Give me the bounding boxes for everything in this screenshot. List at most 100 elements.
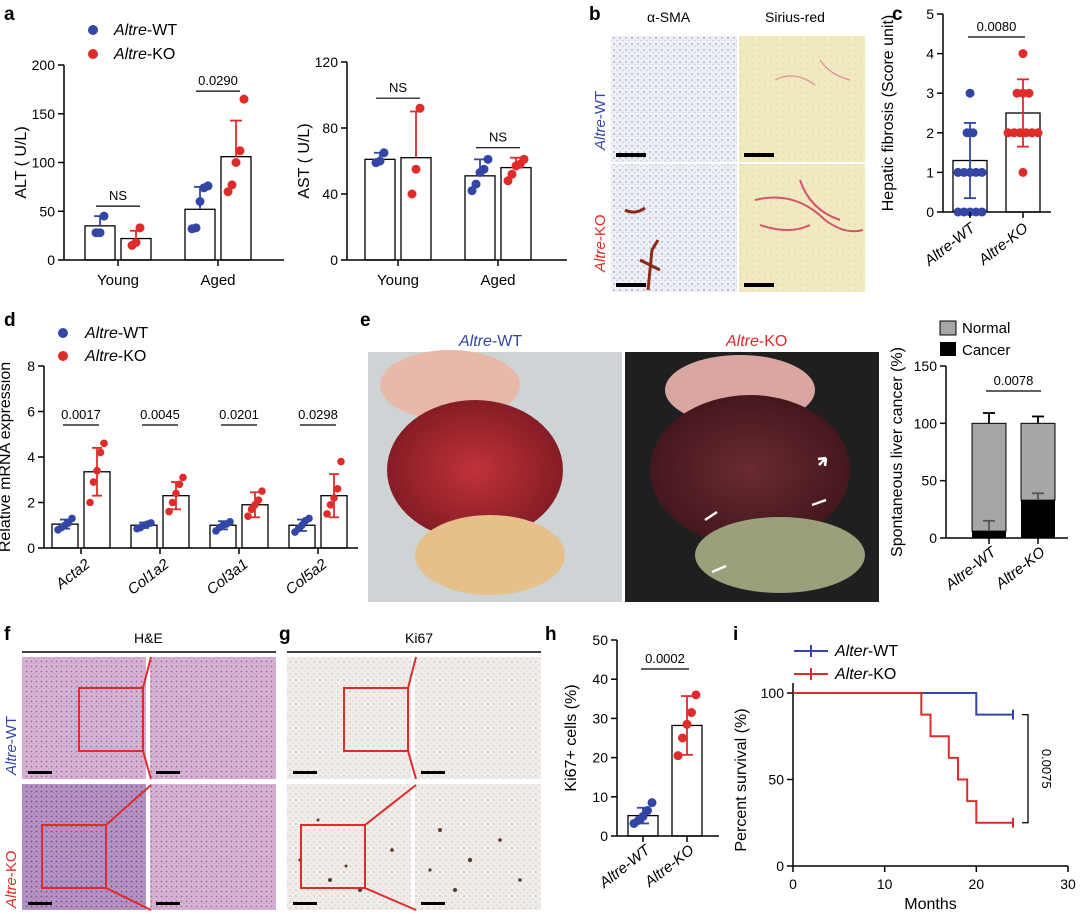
image-he-ko-zoom [150,784,276,910]
legend-cancer-swatch [940,342,956,356]
legend-ko-label: Altre-KO [113,46,175,63]
image-ki67-wt-zoom [415,657,541,779]
y-tick-label: 50 [921,473,937,489]
image-asma-ko [611,164,737,292]
data-point [379,148,389,158]
x-category-label: Young [377,272,419,289]
data-point [239,94,249,104]
row-label-ko: Altre-KO [592,214,609,273]
chart-survival: 0 50 100 0 10 20 30 Months Percent survival (%) 0… [733,683,1076,913]
bar-cancer [972,531,1006,538]
p-value-label: 0.0290 [198,73,238,88]
data-point [682,719,692,729]
scale-bar [28,771,52,774]
data-point [467,186,477,196]
photo-title-ko: Altre-KO [725,333,787,350]
panel-g-images: Ki67 [287,630,541,911]
p-value-label: 0.0075 [1039,749,1054,789]
panel-label-c: c [892,4,903,25]
legend-ko-label: Alter-KO [834,666,896,683]
row-label-wt: Altre-WT [592,91,609,151]
p-value-label: 0.0080 [977,19,1017,34]
tumor-arrow [817,456,828,467]
panel-label-f: f [4,624,11,645]
x-tick-label: 10 [877,876,893,892]
data-point [1033,128,1043,138]
x-category-label: Altre-WT [942,543,1001,595]
y-tick-label: 120 [315,54,339,70]
y-tick-label: 80 [322,120,338,136]
stain-title-asma: α-SMA [647,9,691,25]
y-axis-label: Ki67+ cells (%) [563,684,580,791]
y-axis-label: ALT ( U/L) [13,126,30,198]
data-point [507,169,517,179]
data-point [254,496,263,505]
legend-ko-label: Altre-KO [84,348,146,365]
legend-wt-label: Altre-WT [84,325,148,342]
row-label-ko: Altre-KO [3,850,20,909]
p-value-label: NS [109,188,127,203]
scale-bar [744,283,774,287]
panel-label-a: a [4,4,15,25]
data-point [647,798,657,808]
panel-label-b: b [589,4,601,25]
data-point [673,751,683,761]
scale-bar [293,902,317,905]
scale-bar [421,771,445,774]
zoom-line [407,656,417,689]
legend-wt-marker [58,328,68,338]
y-axis-label: Spontaneous liver cancer (%) [889,347,906,557]
y-tick-label: 0 [929,530,937,546]
zoom-box [300,824,366,889]
y-tick-label: 150 [32,106,56,122]
tumor-arrow [711,564,727,574]
data-point [244,512,252,520]
legend-wt-label: Altre-WT [113,22,177,39]
p-value-label: 0.0045 [140,407,180,422]
legend-a: Altre-WT Altre-KO [88,22,177,63]
sirius-ko-fibers [754,179,864,233]
x-category-label: Altre-KO [992,544,1049,594]
scale-bar [616,283,646,287]
zoom-line [364,887,417,911]
legend-cancer-label: Cancer [962,342,1010,359]
y-tick-label: 0 [600,828,608,844]
y-tick-label: 50 [592,632,608,648]
data-point [86,498,94,507]
tumor-arrow [704,510,718,522]
x-category-label: Altre-KO [975,220,1032,270]
data-point [95,228,105,238]
chart-mrna: 0 2 4 6 8 Acta2 0.0017 Col1a2 0.0045 Col3a1 0.0201… [0,358,358,598]
stain-title-ki67: Ki67 [405,630,433,646]
p-value-label: NS [389,80,407,95]
y-tick-label: 0 [27,540,35,556]
bar [220,155,252,261]
data-point [172,489,180,498]
data-point [1018,167,1028,177]
y-tick-label: 8 [27,358,35,374]
y-axis-label: Percent survival (%) [733,708,750,851]
zoom-line [142,656,152,689]
panel-label-e: e [360,310,371,331]
data-point [231,158,241,167]
chart-alt: 0 50 100 150 200 Young NS Aged 0.0290 ALT ( U/L) [13,57,284,289]
scale-bar [616,153,646,157]
data-point [691,690,701,700]
data-point [375,156,385,166]
legend-d: Altre-WT Altre-KO [58,325,148,365]
data-point [977,207,987,217]
data-point [195,197,205,206]
data-point [643,806,652,816]
data-point [165,507,173,516]
data-point [226,518,234,526]
data-point [503,176,513,186]
panel-label-d: d [4,310,16,331]
scale-bar [156,771,180,774]
data-point [479,164,489,174]
x-axis-label: Months [904,896,956,913]
photo-ko-intestine [695,517,865,593]
y-tick-label: 200 [32,57,56,73]
data-point [93,466,101,475]
x-category-label: Altre-WT [921,219,980,271]
